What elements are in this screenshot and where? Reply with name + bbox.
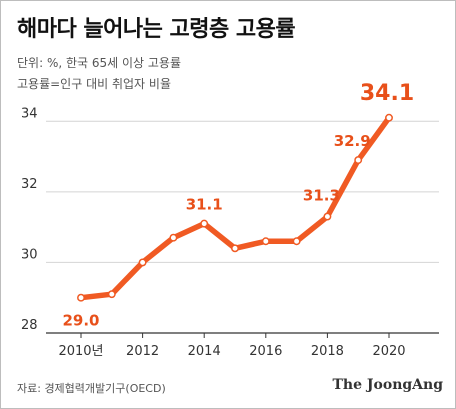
x-tick-label: 2018 (311, 344, 344, 359)
data-label: 34.1 (360, 81, 414, 106)
line-chart: 28 30 32 34 2010년 2012 2014 2016 2018 2020 29.0 3… (21, 81, 439, 359)
y-tick-label: 30 (21, 247, 38, 262)
data-label: 31.3 (303, 187, 340, 205)
y-tick-label: 34 (21, 106, 38, 121)
x-tick-label: 2010년 (58, 344, 103, 359)
data-label: 31.1 (186, 196, 223, 214)
y-tick-label: 28 (21, 318, 38, 333)
y-axis-ticks: 28 30 32 34 (21, 106, 38, 333)
data-point (231, 244, 239, 253)
data-point (200, 219, 209, 228)
definition-note: 고용률=인구 대비 취업자 비율 (17, 77, 171, 91)
grid-lines (46, 120, 439, 334)
x-axis-ticks: 2010년 2012 2014 2016 2018 2020 (58, 333, 406, 359)
x-tick-label: 2014 (188, 344, 221, 359)
data-label: 32.9 (334, 132, 371, 150)
x-tick-label: 2020 (372, 344, 405, 359)
data-point (323, 212, 332, 221)
data-label: 29.0 (62, 312, 99, 330)
data-point (354, 156, 363, 165)
x-tick-label: 2012 (126, 344, 159, 359)
data-point (138, 258, 147, 267)
x-tick-label: 2016 (249, 344, 282, 359)
data-point (169, 233, 178, 242)
data-point (385, 113, 393, 122)
data-point (107, 290, 116, 299)
brand-logo: The JoongAng (332, 377, 443, 393)
data-point (261, 237, 270, 246)
data-labels: 29.0 31.1 31.3 32.9 34.1 (62, 81, 414, 330)
y-tick-label: 32 (21, 177, 38, 192)
data-points (77, 113, 393, 302)
unit-note: 단위: %, 한국 65세 이상 고용률 (17, 56, 182, 70)
chart-title: 해마다 늘어나는 고령층 고용률 (17, 17, 296, 42)
data-point (77, 293, 85, 302)
data-point (292, 237, 301, 246)
source-note: 자료: 경제협력개발기구(OECD) (17, 382, 166, 395)
